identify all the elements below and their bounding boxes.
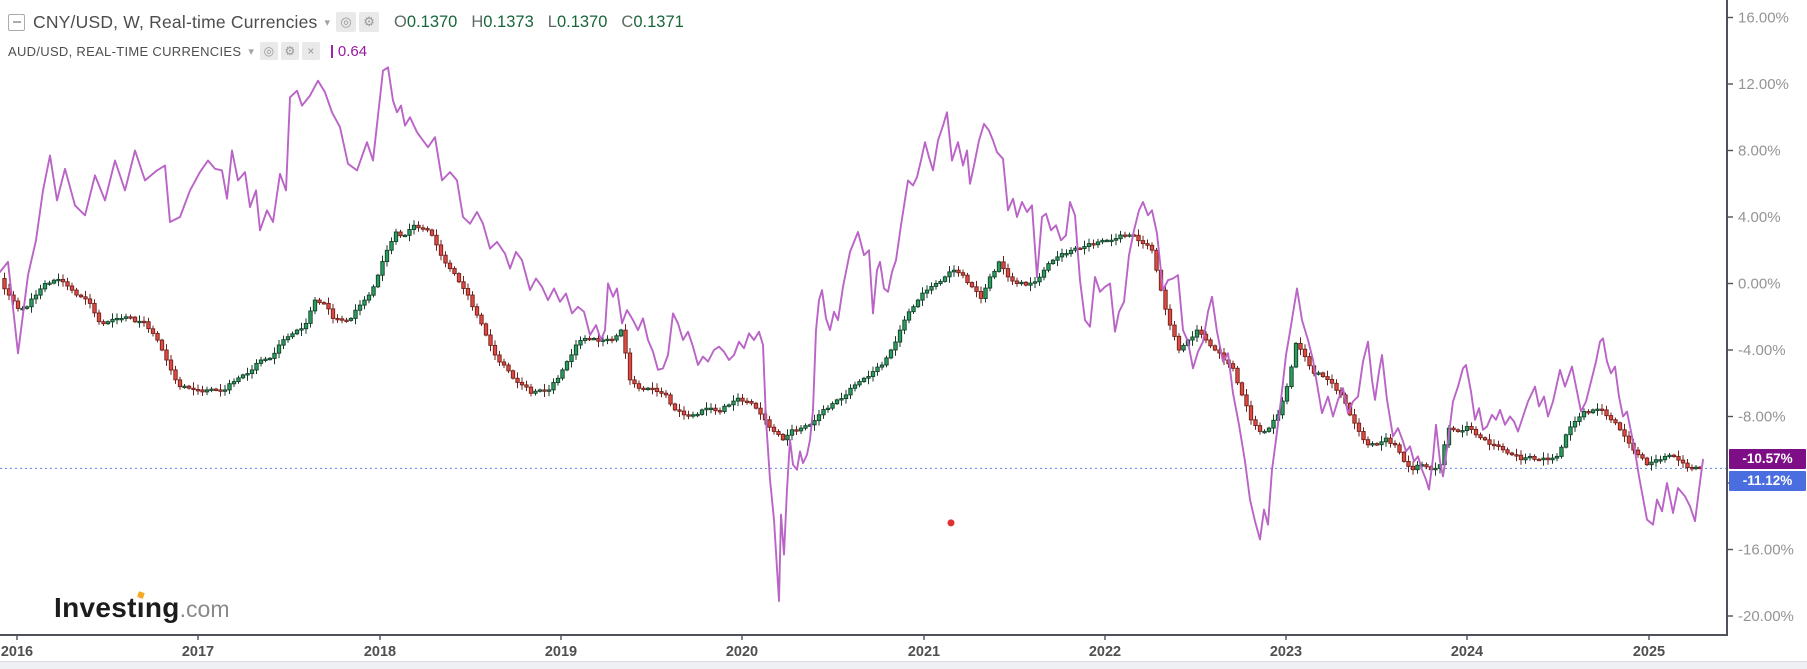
bottom-toolbar-strip: [0, 661, 1807, 669]
aud-line-series: [0, 66, 1704, 602]
red-marker-dot: [947, 519, 955, 527]
logo-tld-text: .com: [179, 596, 230, 622]
low-value: 0.1370: [556, 12, 608, 31]
overlay-last-value: 0.64: [337, 42, 368, 60]
chevron-down-icon[interactable]: ▾: [248, 45, 254, 58]
toggle-visibility-icon[interactable]: ◎: [259, 42, 278, 60]
svg-text:12.00%: 12.00%: [1738, 76, 1789, 93]
aud-last-price-badge: -10.57%: [1729, 449, 1806, 469]
legend-overlay-series: AUD/USD, REAL-TIME CURRENCIES ▾ ◎ ⚙ × 0.…: [8, 41, 367, 61]
svg-text:-16.00%: -16.00%: [1738, 542, 1794, 559]
low-key: L: [547, 12, 557, 31]
toggle-visibility-icon[interactable]: ◎: [336, 12, 357, 32]
svg-text:2022: 2022: [1089, 644, 1121, 660]
ohlc-values: O 0.1370 H 0.1373 L 0.1370 C 0.1371: [394, 13, 684, 32]
series-color-tick: [330, 44, 333, 58]
close-key: C: [621, 12, 634, 31]
svg-text:-8.00%: -8.00%: [1738, 409, 1786, 426]
svg-text:-20.00%: -20.00%: [1738, 608, 1794, 625]
remove-series-close-icon[interactable]: ×: [301, 42, 320, 60]
svg-text:2017: 2017: [182, 644, 214, 660]
chevron-down-icon[interactable]: ▾: [324, 16, 331, 29]
svg-text:2021: 2021: [908, 644, 940, 660]
close-value: 0.1371: [633, 12, 684, 31]
cny-last-price-badge: -11.12%: [1729, 471, 1806, 491]
svg-text:4.00%: 4.00%: [1738, 209, 1781, 226]
svg-text:8.00%: 8.00%: [1738, 143, 1781, 160]
series-settings-gear-icon[interactable]: ⚙: [359, 12, 380, 32]
logo-orange-dot-icon: [137, 590, 144, 598]
svg-text:2016: 2016: [1, 644, 33, 660]
series-settings-gear-icon[interactable]: ⚙: [280, 42, 299, 60]
svg-text:0.00%: 0.00%: [1738, 276, 1781, 293]
collapse-legend-icon[interactable]: [8, 13, 25, 31]
price-axis-labels: 16.00% 12.00% 8.00% 4.00% 0.00% -4.00% -8.00% -…: [1727, 10, 1794, 625]
price-axis[interactable]: [1727, 0, 1807, 635]
open-value: 0.1370: [406, 12, 458, 31]
open-key: O: [394, 12, 407, 31]
svg-text:-4.00%: -4.00%: [1738, 342, 1786, 359]
high-key: H: [471, 12, 484, 31]
time-axis[interactable]: [0, 635, 1727, 661]
investing-logo: Investı ng .com: [54, 590, 230, 624]
svg-text:2025: 2025: [1633, 644, 1665, 660]
svg-text:2020: 2020: [726, 644, 758, 660]
svg-text:2018: 2018: [364, 644, 396, 660]
overlay-symbol-title[interactable]: AUD/USD, REAL-TIME CURRENCIES: [8, 43, 242, 59]
time-axis-labels: 2016 2017 2018 2019 2020 2021 2022 2023 2024 2025: [1, 635, 1665, 660]
cny-candlestick-series: [2, 220, 1703, 476]
high-value: 0.1373: [483, 12, 534, 31]
svg-text:2019: 2019: [545, 644, 577, 660]
svg-text:2024: 2024: [1451, 644, 1483, 660]
main-symbol-title[interactable]: CNY/USD, W, Real-time Currencies: [33, 11, 318, 32]
logo-brand-text: Investı ng: [54, 590, 180, 623]
legend-main-series: CNY/USD, W, Real-time Currencies ▾ ◎ ⚙ O…: [8, 10, 684, 34]
minus-icon: [12, 21, 21, 23]
svg-text:16.00%: 16.00%: [1738, 10, 1789, 27]
svg-text:2023: 2023: [1270, 644, 1302, 660]
